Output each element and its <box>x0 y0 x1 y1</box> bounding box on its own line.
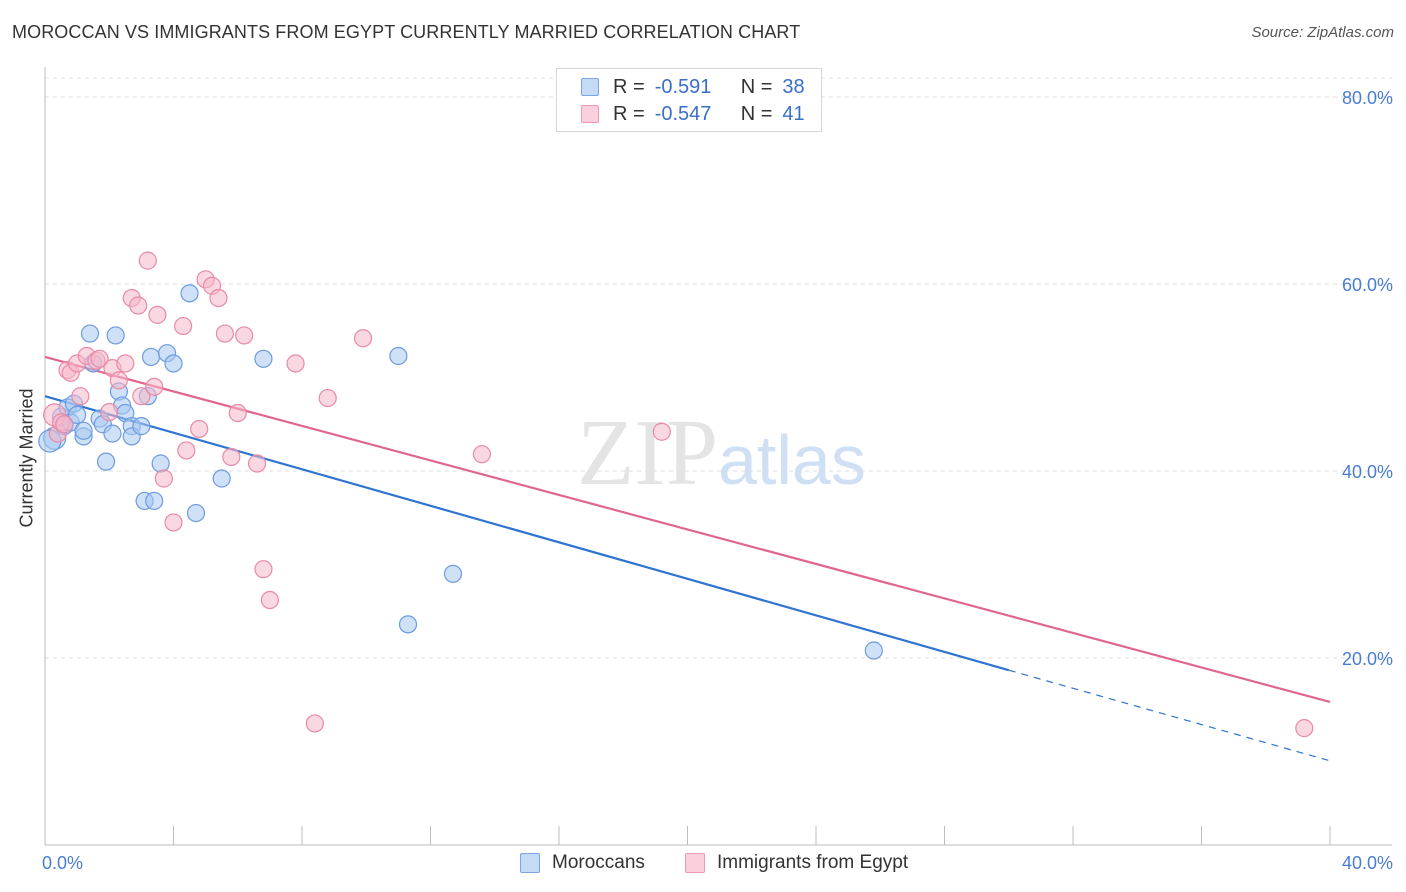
moroccans-point <box>180 284 199 303</box>
egypt-n-value: 41 <box>782 102 805 125</box>
egypt-point <box>100 402 119 422</box>
correlation-legend: R = -0.591 N = 38 R = -0.547 N = 41 <box>556 68 822 132</box>
moroccans-point <box>212 469 231 488</box>
egypt-point <box>353 329 373 348</box>
watermark-atlas: atlas <box>718 421 866 499</box>
moroccans-point <box>80 324 100 343</box>
legend-row-moroccans: R = -0.591 N = 38 <box>581 75 805 99</box>
moroccans-point <box>96 452 116 471</box>
egypt-point <box>154 469 173 488</box>
egypt-point <box>305 714 324 733</box>
data-points <box>38 251 1314 738</box>
egypt-point <box>286 354 305 373</box>
egypt-legend-label: Immigrants from Egypt <box>717 852 909 873</box>
gridlines <box>45 77 1392 659</box>
moroccans-n-label: N = <box>740 75 773 98</box>
moroccans-point <box>145 491 164 511</box>
trendline-moroccans-extension <box>1008 669 1331 762</box>
source-label: Source: ZipAtlas.com <box>1251 24 1394 41</box>
moroccans-r-value: -0.591 <box>654 75 712 98</box>
legend-item-egypt: Immigrants from Egypt <box>685 852 908 874</box>
egypt-point <box>55 415 74 434</box>
egypt-swatch <box>581 105 599 123</box>
egypt-point <box>190 419 209 439</box>
egypt-point <box>148 305 167 324</box>
egypt-point <box>132 387 151 406</box>
legend-row-egypt: R = -0.547 N = 41 <box>581 102 805 126</box>
egypt-point <box>209 288 228 308</box>
egypt-point <box>228 403 247 423</box>
y-tick-label: 40.0% <box>1342 462 1393 482</box>
egypt-point <box>472 445 491 464</box>
moroccans-point <box>864 641 883 660</box>
egypt-point <box>109 371 128 390</box>
egypt-point <box>174 316 193 336</box>
egypt-point <box>71 387 90 406</box>
x-tick-label: 40.0% <box>1342 853 1393 873</box>
x-tick-label: 0.0% <box>42 853 83 873</box>
moroccans-point <box>103 424 122 443</box>
moroccans-n-value: 38 <box>782 75 805 98</box>
egypt-point <box>145 377 164 396</box>
egypt-point <box>138 251 157 270</box>
egypt-point <box>164 513 183 532</box>
egypt-n-label: N = <box>740 102 773 125</box>
egypt-point <box>652 422 671 441</box>
egypt-point <box>318 388 337 408</box>
moroccans-point <box>389 346 408 366</box>
egypt-point <box>235 326 254 345</box>
moroccans-point <box>68 405 87 424</box>
egypt-point <box>215 324 234 343</box>
egypt-point <box>247 454 267 473</box>
moroccans-point <box>132 417 151 436</box>
moroccans-point <box>164 354 183 373</box>
egypt-point <box>254 560 273 579</box>
moroccans-swatch <box>581 78 599 96</box>
moroccans-point <box>443 564 463 583</box>
y-tick-label: 80.0% <box>1342 88 1393 108</box>
legend-item-moroccans: Moroccans <box>520 852 645 874</box>
moroccans-point <box>398 615 418 634</box>
egypt-r-label: R = <box>613 102 645 125</box>
moroccans-point <box>141 347 161 367</box>
moroccans-point <box>106 326 125 345</box>
trendline-moroccans <box>44 395 1010 672</box>
egypt-point <box>1295 719 1314 738</box>
moroccans-point <box>151 454 170 473</box>
watermark-zip: ZIP <box>577 401 718 505</box>
egypt-point <box>116 354 135 373</box>
moroccans-point <box>186 503 206 523</box>
y-tick-label: 20.0% <box>1342 649 1393 669</box>
egypt-point <box>90 349 109 368</box>
tick-labels: 20.0% 40.0% 60.0% 80.0% 0.0% 40.0% <box>42 88 1393 873</box>
moroccans-r-label: R = <box>613 75 645 98</box>
moroccans-point <box>74 421 93 440</box>
trendlines <box>44 355 1331 762</box>
chart-title: MOROCCAN VS IMMIGRANTS FROM EGYPT CURREN… <box>12 22 801 42</box>
egypt-r-value: -0.547 <box>654 102 712 125</box>
moroccans-legend-swatch <box>520 853 540 873</box>
trendline-egypt <box>44 355 1331 704</box>
egypt-point <box>129 296 148 315</box>
egypt-legend-swatch <box>685 853 705 873</box>
egypt-point <box>177 441 196 460</box>
axes <box>44 67 1392 846</box>
egypt-point <box>222 447 241 467</box>
y-tick-label: 60.0% <box>1342 275 1393 295</box>
moroccans-point <box>254 349 273 368</box>
moroccans-legend-label: Moroccans <box>552 852 645 873</box>
egypt-point <box>260 590 279 610</box>
